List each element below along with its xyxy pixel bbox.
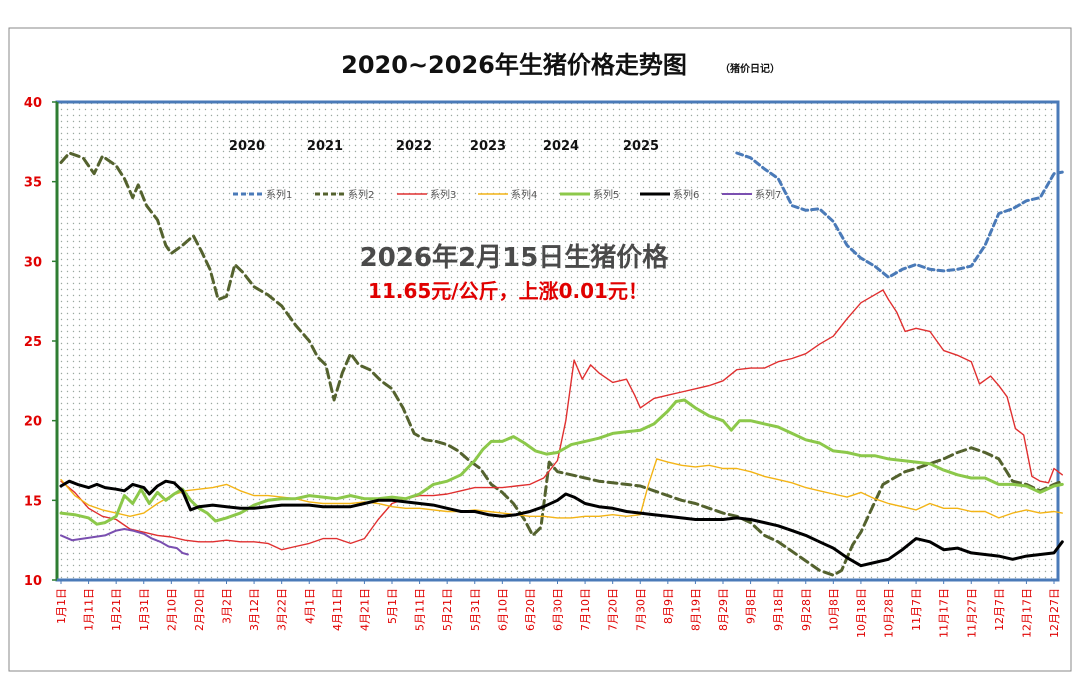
- year-label: 2025: [623, 139, 659, 154]
- x-tick-label: 5月31日: [469, 588, 482, 631]
- year-label: 2023: [470, 139, 506, 154]
- y-tick-label: 35: [24, 176, 42, 191]
- x-tick-label: 5月21日: [441, 588, 454, 631]
- year-label: 2020: [229, 139, 265, 154]
- y-tick-label: 10: [24, 574, 42, 589]
- x-tick-label: 4月21日: [358, 588, 371, 631]
- x-tick-label: 3月22日: [276, 588, 289, 631]
- series-line-系列4: [60, 458, 1063, 519]
- x-tick-label: 1月11日: [83, 588, 96, 631]
- legend-label: 系列7: [755, 188, 781, 201]
- x-tick-label: 3月12日: [248, 588, 261, 631]
- x-tick-label: 4月11日: [331, 588, 344, 631]
- x-tick-label: 9月18日: [772, 588, 785, 631]
- series-line-系列2: [59, 151, 1064, 577]
- x-tick-label: 1月1日: [55, 588, 68, 624]
- x-tick-label: 12月7日: [993, 588, 1006, 631]
- x-tick-label: 8月19日: [689, 588, 702, 631]
- x-tick-label: 5月11日: [414, 588, 427, 631]
- x-tick-label: 6月20日: [524, 588, 537, 631]
- x-tick-label: 9月28日: [800, 588, 813, 631]
- series-line-系列1: [735, 151, 1064, 279]
- chart-title: 2020~2026年生猪价格走势图: [341, 51, 687, 79]
- x-tick-label: 10月18日: [855, 588, 868, 638]
- year-label: 2022: [396, 139, 432, 154]
- legend-label: 系列2: [348, 188, 374, 201]
- y-tick-label: 15: [24, 494, 42, 509]
- y-tick-label: 20: [24, 415, 42, 430]
- year-label: 2024: [543, 139, 579, 154]
- legend-label: 系列5: [593, 188, 619, 201]
- x-tick-label: 5月1日: [386, 588, 399, 624]
- x-tick-label: 6月30日: [552, 588, 565, 631]
- x-tick-label: 8月9日: [662, 588, 675, 624]
- x-tick-label: 3月2日: [221, 588, 234, 624]
- x-tick-label: 4月1日: [303, 588, 316, 624]
- x-tick-label: 2月10日: [165, 588, 178, 631]
- x-tick-label: 7月30日: [634, 588, 647, 631]
- x-tick-label: 8月29日: [717, 588, 730, 631]
- x-tick-label: 11月7日: [910, 588, 923, 631]
- x-tick-label: 12月27日: [1048, 588, 1061, 638]
- x-tick-label: 11月17日: [938, 588, 951, 638]
- y-tick-label: 30: [24, 255, 42, 270]
- year-label: 2021: [307, 139, 343, 154]
- legend-label: 系列1: [266, 188, 292, 201]
- price-change-line: 11.65元/公斤，上涨0.01元！: [368, 279, 648, 303]
- y-tick-label: 40: [24, 96, 42, 111]
- price-headline: 2026年2月15日生猪价格: [360, 242, 670, 273]
- x-tick-label: 9月8日: [745, 588, 758, 624]
- series-line-系列6: [59, 479, 1064, 568]
- x-tick-label: 11月27日: [965, 588, 978, 638]
- x-tick-label: 2月20日: [193, 588, 206, 631]
- series-line-系列7: [60, 528, 189, 556]
- x-tick-label: 1月31日: [138, 588, 151, 631]
- x-tick-label: 12月17日: [1020, 588, 1033, 638]
- x-tick-label: 10月8日: [827, 588, 840, 631]
- series-line-系列3: [60, 289, 1063, 551]
- y-tick-label: 25: [24, 335, 42, 350]
- series-line-系列5: [59, 398, 1064, 526]
- legend-label: 系列4: [511, 188, 537, 201]
- x-tick-label: 7月20日: [607, 588, 620, 631]
- x-tick-label: 1月21日: [110, 588, 123, 631]
- x-tick-label: 6月10日: [496, 588, 509, 631]
- chart-title-note: （猪价日记）: [720, 62, 780, 75]
- x-tick-label: 7月10日: [579, 588, 592, 631]
- x-tick-label: 10月28日: [883, 588, 896, 638]
- legend-label: 系列6: [673, 188, 699, 201]
- legend-label: 系列3: [430, 188, 456, 201]
